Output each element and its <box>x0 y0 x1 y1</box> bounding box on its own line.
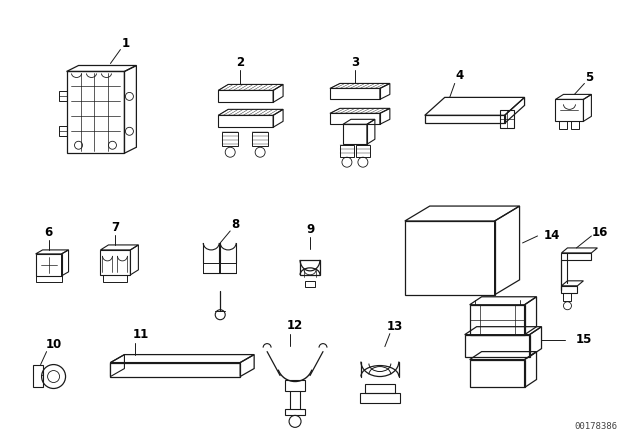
Text: 14: 14 <box>543 229 560 242</box>
Text: 1: 1 <box>122 37 129 50</box>
Bar <box>572 121 579 129</box>
Text: 00178386: 00178386 <box>574 422 618 431</box>
Text: 15: 15 <box>575 333 591 346</box>
Text: 6: 6 <box>44 227 52 240</box>
Text: 3: 3 <box>351 56 359 69</box>
Text: 16: 16 <box>591 227 607 240</box>
Text: 2: 2 <box>236 56 244 69</box>
Bar <box>500 110 513 128</box>
Text: 7: 7 <box>111 221 120 234</box>
Bar <box>59 91 67 101</box>
Text: 11: 11 <box>132 328 148 341</box>
Text: 9: 9 <box>306 224 314 237</box>
Bar <box>559 121 568 129</box>
Bar <box>59 126 67 136</box>
Text: 13: 13 <box>387 320 403 333</box>
Text: 5: 5 <box>586 71 593 84</box>
Text: 4: 4 <box>456 69 464 82</box>
Text: 8: 8 <box>231 217 239 231</box>
Text: 12: 12 <box>287 319 303 332</box>
Text: 10: 10 <box>45 338 61 351</box>
